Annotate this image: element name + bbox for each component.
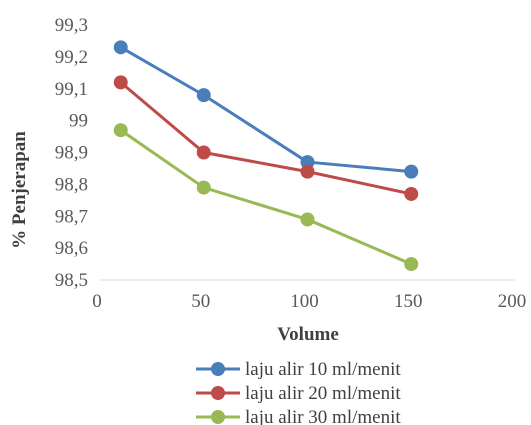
series-lines (113, 40, 419, 272)
x-tick-labels: 0 50 100 150 200 (92, 291, 526, 312)
legend-label: laju alir 20 ml/menit (245, 383, 401, 404)
y-tick-label: 98,9 (55, 143, 88, 164)
data-point (113, 40, 128, 55)
y-tick-labels: 98,5 98,6 98,7 98,8 98,9 99 99,1 99,2 99,3 (55, 15, 88, 291)
y-tick-label: 98,5 (55, 270, 88, 291)
y-tick-label: 98,7 (55, 206, 88, 227)
data-point (196, 180, 211, 195)
series-line (120, 46, 412, 174)
data-point (196, 88, 211, 103)
data-point (300, 155, 315, 170)
y-tick-label: 98,6 (55, 238, 88, 259)
data-point (404, 186, 419, 201)
legend-item: laju alir 20 ml/menit (196, 383, 401, 404)
data-point (300, 164, 315, 179)
legend-label: laju alir 10 ml/menit (245, 359, 401, 380)
series-1 (113, 40, 419, 179)
series-2 (113, 75, 419, 201)
x-tick-label: 200 (498, 291, 527, 312)
data-point (113, 75, 128, 90)
y-axis-title: % Penjerapan (9, 131, 30, 249)
data-point (113, 123, 128, 138)
legend: laju alir 10 ml/menit laju alir 20 ml/men… (196, 359, 401, 425)
data-point (404, 257, 419, 272)
legend-marker (211, 410, 225, 424)
legend-label: laju alir 30 ml/menit (245, 407, 401, 425)
y-tick-label: 99,2 (55, 47, 88, 68)
x-tick-label: 50 (191, 291, 210, 312)
legend-marker (211, 386, 225, 400)
x-axis-title: Volume (277, 324, 339, 345)
data-point (404, 164, 419, 179)
series-3 (113, 123, 419, 272)
legend-marker (211, 362, 225, 376)
data-point (300, 212, 315, 227)
legend-item: laju alir 10 ml/menit (196, 359, 401, 380)
x-tick-label: 150 (394, 291, 423, 312)
y-tick-label: 99 (69, 111, 88, 132)
legend-item: laju alir 30 ml/menit (196, 407, 401, 425)
y-tick-label: 98,8 (55, 174, 88, 195)
data-point (196, 145, 211, 160)
y-tick-label: 99,1 (55, 79, 88, 100)
x-tick-label: 100 (290, 291, 319, 312)
series-line (119, 81, 412, 196)
y-tick-label: 99,3 (55, 15, 88, 36)
x-tick-label: 0 (92, 291, 102, 312)
series-line (119, 128, 412, 266)
